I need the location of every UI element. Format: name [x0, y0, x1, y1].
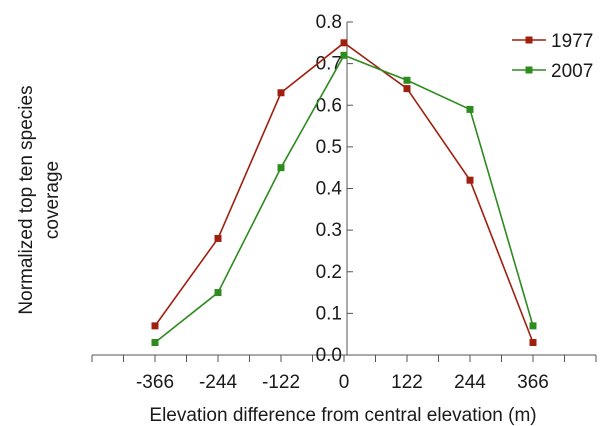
y-tick-label: 0.1 [316, 303, 342, 324]
x-tick-label: 122 [391, 372, 423, 393]
legend-label-1977: 1977 [551, 31, 593, 52]
x-axis-ticks: -366 -244 -122 0 122 244 366 [91, 355, 597, 393]
y-tick-label: 0.4 [316, 179, 343, 200]
axes: 0.0 0.1 0.2 0.3 0.4 0.5 0.6 0.7 0.8 -366 -244 -122… [91, 12, 597, 393]
data-point-1977 [214, 234, 222, 242]
series-1977 [151, 39, 537, 347]
x-tick-label: -366 [136, 372, 174, 393]
data-point-1977 [529, 339, 537, 347]
x-axis-title: Elevation difference from central elevat… [149, 405, 536, 426]
data-point-2007 [466, 105, 474, 113]
x-tick-label: 0 [339, 372, 350, 393]
legend: 1977 2007 [512, 31, 593, 82]
legend-marker-2007 [525, 66, 533, 74]
x-tick-label: 244 [454, 372, 486, 393]
y-axis-title-line-2: coverage [42, 161, 63, 239]
y-tick-label: 0.6 [316, 95, 342, 116]
legend-marker-1977 [525, 36, 533, 44]
y-axis-ticks: 0.0 0.1 0.2 0.3 0.4 0.5 0.6 0.7 0.8 [316, 12, 353, 366]
data-point-2007 [403, 76, 411, 84]
data-point-2007 [214, 289, 222, 297]
y-tick-label: 0.0 [316, 345, 342, 366]
data-point-2007 [340, 51, 348, 59]
data-point-2007 [529, 322, 537, 330]
y-tick-label: 0.7 [316, 54, 342, 75]
y-axis-title-line-1: Normalized top ten species [16, 85, 37, 314]
y-tick-label: 0.8 [316, 12, 342, 33]
data-point-1977 [466, 176, 474, 184]
series-line-2007 [154, 54, 534, 344]
data-point-2007 [277, 164, 285, 172]
x-tick-label: -244 [199, 372, 237, 393]
series-layer [151, 39, 537, 347]
data-point-1977 [340, 39, 348, 47]
y-tick-label: 0.5 [316, 137, 342, 158]
y-tick-label: 0.2 [316, 262, 342, 283]
x-tick-label: 366 [517, 372, 549, 393]
data-point-1977 [277, 89, 285, 97]
x-tick-label: -122 [262, 372, 300, 393]
data-point-2007 [151, 339, 159, 347]
data-point-1977 [151, 322, 159, 330]
y-tick-label: 0.3 [316, 220, 342, 241]
series-2007 [151, 51, 537, 347]
data-point-1977 [403, 85, 411, 93]
legend-label-2007: 2007 [551, 61, 593, 82]
